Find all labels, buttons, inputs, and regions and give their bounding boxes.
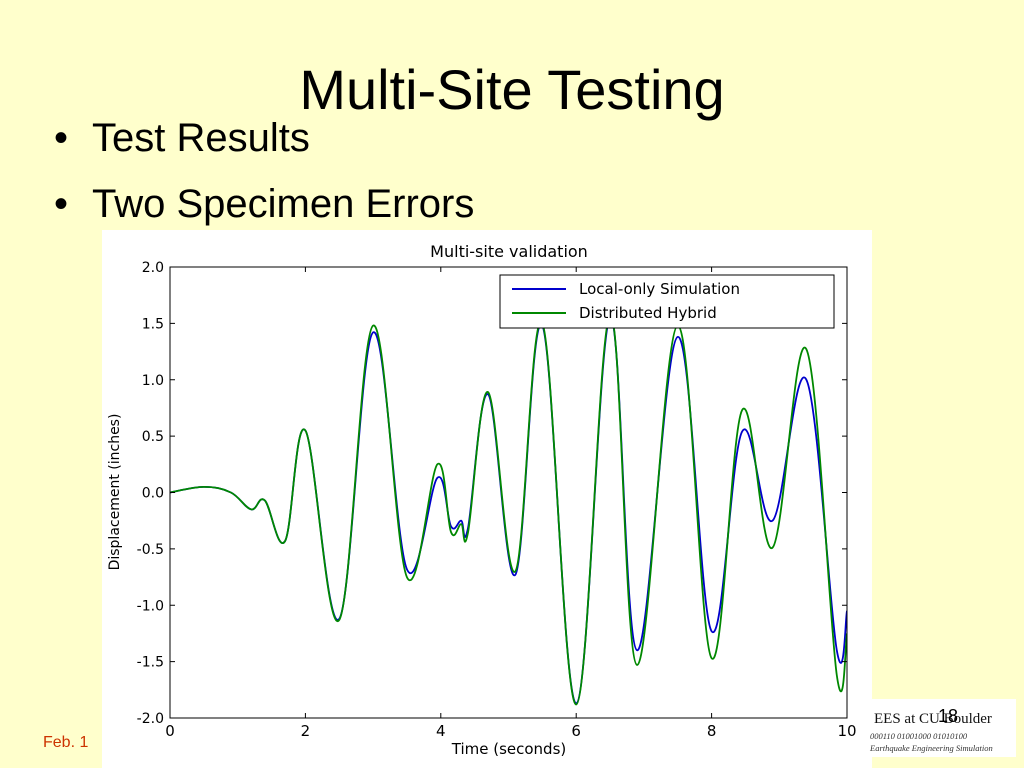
y-tick-label: -2.0 [137,711,164,727]
bullet-dot: • [54,182,69,226]
nees-logo: EES at CU Boulder 000110 01001000 010101… [868,699,1016,757]
series-line-local-only [170,316,847,705]
chart-title: Multi-site validation [430,242,588,261]
y-tick-label: 1.5 [142,316,164,332]
line-chart: Multi-site validation 2.0 1.5 1.0 0.5 0.0 -0.… [107,242,857,758]
plot-frame [169,266,848,719]
plot-area [170,313,847,706]
x-tick-label: 10 [837,722,856,740]
logo-binary: 000110 01001000 01010100 [870,731,968,741]
y-axis: 2.0 1.5 1.0 0.5 0.0 -0.5 -1.0 -1.5 -2.0 [137,260,847,727]
y-tick-label: 2.0 [142,260,164,276]
legend: Local-only Simulation Distributed Hybrid [499,274,835,329]
y-tick-label: 0.5 [142,429,164,445]
bullet-dot: • [54,116,69,160]
legend-label-local: Local-only Simulation [579,280,740,298]
chart-image: Multi-site validation 2.0 1.5 1.0 0.5 0.0 -0.… [102,230,872,768]
x-axis: 0 2 4 6 8 10 [165,267,857,740]
bullet-item: • Test Results [52,118,474,158]
bullet-text: Two Specimen Errors [92,182,475,226]
y-tick-label: 1.0 [142,373,164,389]
logo-tagline: Earthquake Engineering Simulation [870,743,993,753]
x-tick-label: 8 [707,722,717,740]
series-line-distributed-hybrid [170,313,847,706]
y-tick-label: -1.0 [137,598,164,614]
x-tick-label: 2 [301,722,311,740]
logo-title: EES at CU Boulder [874,711,992,727]
x-tick-label: 4 [436,722,446,740]
legend-box [499,274,835,329]
slide-title: Multi-Site Testing [299,58,725,121]
y-tick-label: 0.0 [142,486,164,502]
bullet-text: Test Results [92,116,310,160]
legend-label-hybrid: Distributed Hybrid [579,304,717,322]
y-tick-label: -0.5 [137,542,164,558]
x-tick-label: 6 [571,722,581,740]
y-axis-label: Displacement (inches) [107,414,123,571]
x-tick-label: 0 [165,722,175,740]
bullet-list: • Test Results • Two Specimen Errors [52,118,474,250]
y-tick-label: -1.5 [137,655,164,671]
x-axis-label: Time (seconds) [451,740,567,758]
page-number: 18 [938,706,959,726]
footer-date: Feb. 1 [43,734,89,751]
bullet-item: • Two Specimen Errors [52,184,474,224]
